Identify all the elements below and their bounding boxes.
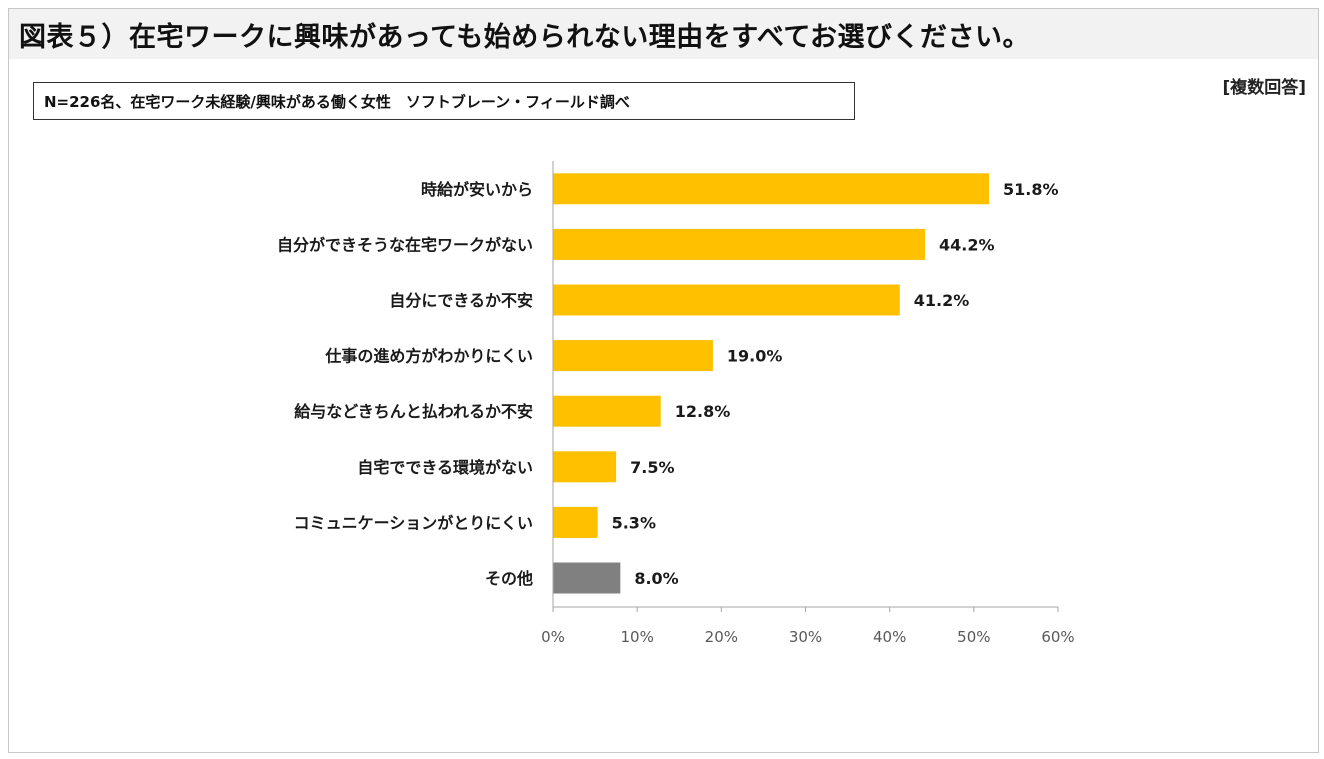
category-label: コミュニケーションがとりにくい	[294, 513, 533, 532]
chart-title: 図表５）在宅ワークに興味があっても始められない理由をすべてお選びください。	[19, 22, 1031, 53]
category-label: 自宅でできる環境がない	[357, 458, 533, 477]
value-label: 41.2%	[914, 291, 970, 310]
value-label: 51.8%	[1003, 180, 1059, 199]
category-label: 仕事の進め方がわかりにくい	[324, 347, 533, 366]
answer-type-label: [複数回答]	[1222, 78, 1306, 98]
value-label: 7.5%	[630, 458, 674, 477]
x-tick-label: 20%	[705, 628, 738, 646]
bar	[553, 340, 713, 372]
category-label: 自分ができそうな在宅ワークがない	[277, 235, 533, 254]
x-tick-label: 50%	[957, 628, 990, 646]
bar	[553, 562, 621, 594]
value-label: 44.2%	[939, 235, 995, 254]
category-label: 時給が安いから	[421, 180, 533, 199]
category-label: 自分にできるか不安	[389, 291, 533, 310]
sample-note-box: N=226名、在宅ワーク未経験/興味がある働く女性 ソフトブレーン・フィールド調…	[33, 82, 855, 120]
value-label: 12.8%	[675, 402, 731, 421]
value-label: 19.0%	[727, 347, 783, 366]
bar	[553, 506, 598, 538]
sample-note: N=226名、在宅ワーク未経験/興味がある働く女性 ソフトブレーン・フィールド調…	[44, 93, 630, 111]
x-tick-label: 30%	[789, 628, 822, 646]
x-tick-label: 40%	[873, 628, 906, 646]
category-label: 給与などきちんと払われるか不安	[294, 402, 533, 421]
value-label: 5.3%	[612, 513, 656, 532]
x-tick-label: 60%	[1041, 628, 1074, 646]
bar	[553, 395, 661, 427]
bar	[553, 228, 926, 260]
x-tick-label: 10%	[620, 628, 653, 646]
category-label: その他	[485, 569, 533, 588]
chart-frame: 図表５）在宅ワークに興味があっても始められない理由をすべてお選びください。 N=…	[8, 8, 1319, 753]
value-label: 8.0%	[634, 569, 678, 588]
x-tick-label: 0%	[541, 628, 565, 646]
bar	[553, 173, 989, 205]
bar	[553, 284, 900, 316]
title-bar: 図表５）在宅ワークに興味があっても始められない理由をすべてお選びください。	[9, 9, 1318, 59]
bar	[553, 451, 617, 483]
